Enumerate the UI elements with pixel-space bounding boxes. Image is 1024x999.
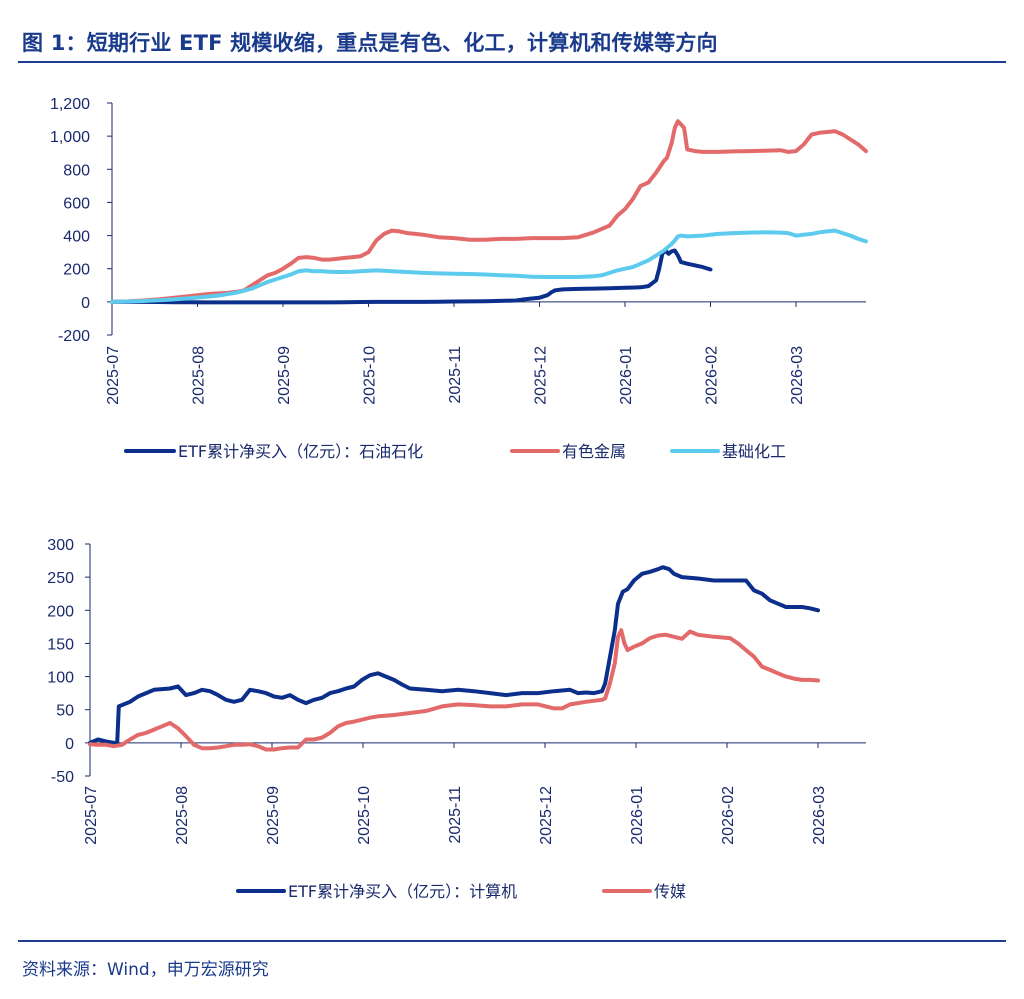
chart-bottom: 300 250 200 150 100 50 0 -50 2025-07 2025-08 2025-… bbox=[47, 537, 866, 901]
y-tick-label: 100 bbox=[47, 670, 74, 687]
x-tick-label: 2025-09 bbox=[276, 346, 293, 405]
y-tick-label: 1,200 bbox=[50, 96, 90, 113]
y-tick-label: 250 bbox=[47, 570, 74, 587]
x-tick-label: 2025-07 bbox=[105, 346, 122, 405]
x-tick-label: 2025-07 bbox=[83, 786, 100, 845]
y-tick-label: 50 bbox=[56, 703, 74, 720]
x-tick-label: 2025-08 bbox=[191, 346, 208, 405]
y-tick-label: 0 bbox=[81, 295, 90, 312]
y-tick-label: 150 bbox=[47, 636, 74, 653]
y-tick-label: 600 bbox=[63, 195, 90, 212]
series-line-1 bbox=[88, 565, 820, 745]
x-tick-label: 2025-10 bbox=[356, 786, 373, 845]
x-tick-label: 2026-03 bbox=[789, 346, 806, 405]
legend-label-2: 传媒 bbox=[654, 882, 686, 901]
page-title: 图 1：短期行业 ETF 规模收缩，重点是有色、化工，计算机和传媒等方向 bbox=[22, 31, 718, 55]
y-tick-label: 1,000 bbox=[50, 129, 90, 146]
x-tick-label: 2026-02 bbox=[720, 786, 737, 845]
title-divider bbox=[18, 61, 1006, 63]
legend-label-1: ETF累计净买入（亿元）：计算机 bbox=[288, 882, 517, 901]
source-note: 资料来源：Wind，申万宏源研究 bbox=[22, 960, 269, 980]
x-tick-label: 2026-02 bbox=[704, 346, 721, 405]
x-tick-label: 2026-01 bbox=[618, 346, 635, 405]
series-line-2 bbox=[88, 628, 820, 752]
x-tick-label: 2025-09 bbox=[265, 786, 282, 845]
x-tick-label: 2025-12 bbox=[533, 346, 550, 405]
series-line-2 bbox=[110, 119, 868, 304]
y-tick-label: 800 bbox=[63, 162, 90, 179]
y-tick-label: -50 bbox=[51, 769, 74, 786]
y-tick-label: 300 bbox=[47, 537, 74, 554]
x-tick-label: 2025-11 bbox=[447, 786, 464, 844]
chart-top: 1,200 1,000 800 600 400 200 0 -200 2025-07 2025-0… bbox=[50, 96, 868, 461]
legend-label-3: 基础化工 bbox=[722, 442, 786, 461]
x-tick-label: 2026-01 bbox=[629, 786, 646, 845]
legend-label-2: 有色金属 bbox=[562, 442, 626, 461]
x-tick-label: 2025-11 bbox=[447, 346, 464, 404]
y-tick-label: 400 bbox=[63, 229, 90, 246]
series-line-3 bbox=[110, 228, 868, 304]
y-tick-label: -200 bbox=[58, 328, 90, 345]
x-tick-label: 2025-12 bbox=[538, 786, 555, 845]
source-divider bbox=[18, 940, 1006, 942]
x-tick-label: 2025-08 bbox=[174, 786, 191, 845]
y-tick-label: 0 bbox=[65, 736, 74, 753]
y-tick-label: 200 bbox=[63, 262, 90, 279]
legend-label-1: ETF累计净买入（亿元）：石油石化 bbox=[178, 442, 423, 461]
x-tick-label: 2026-03 bbox=[811, 786, 828, 845]
y-tick-label: 200 bbox=[47, 603, 74, 620]
x-tick-label: 2025-10 bbox=[362, 346, 379, 405]
